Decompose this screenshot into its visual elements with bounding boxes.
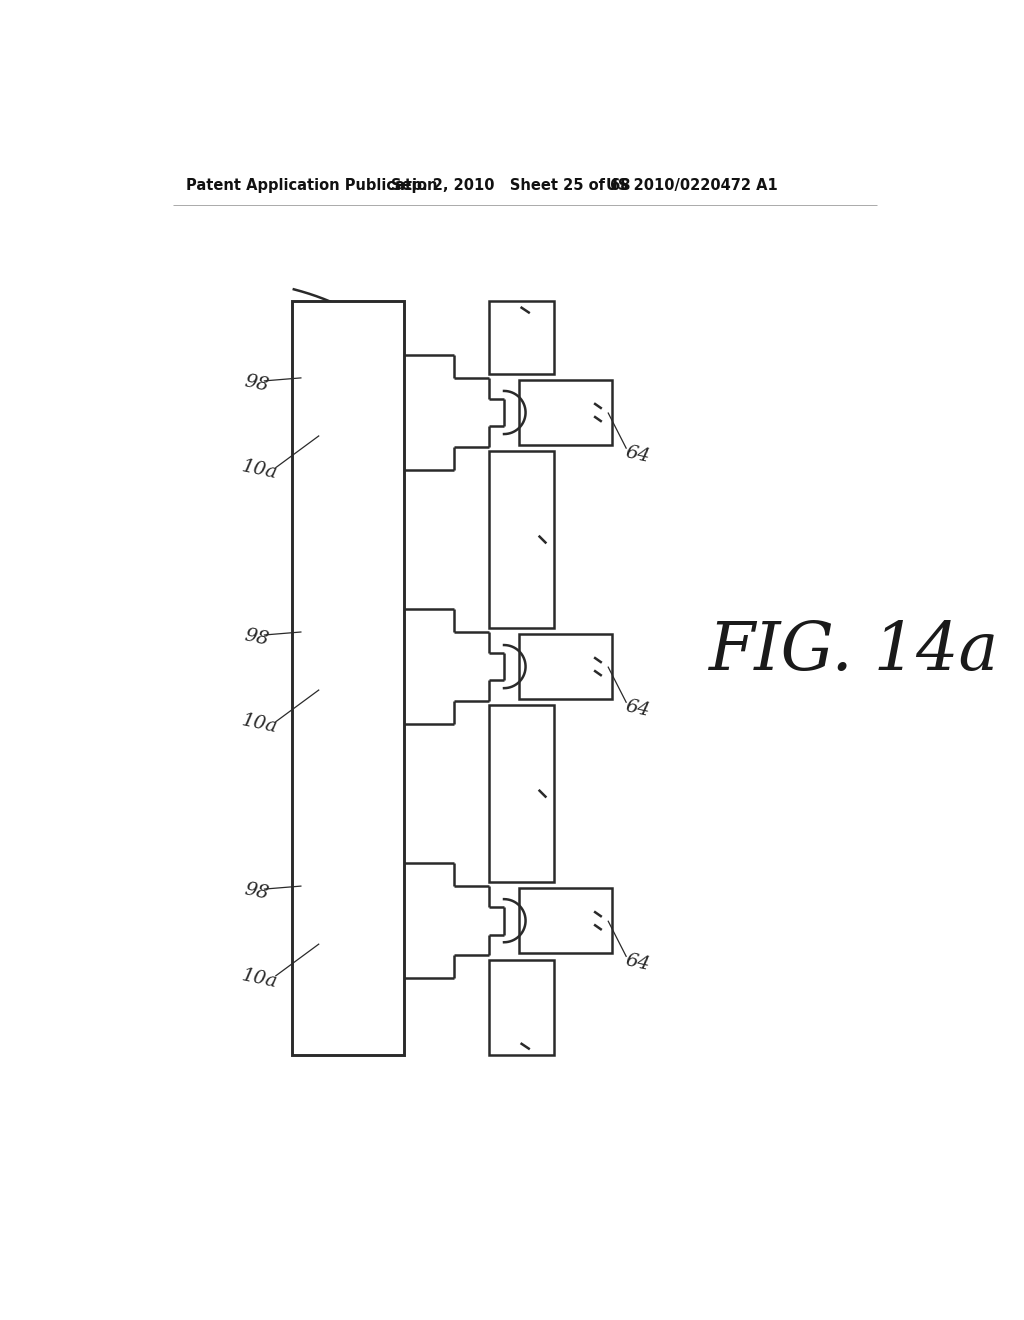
Text: Sep. 2, 2010   Sheet 25 of 68: Sep. 2, 2010 Sheet 25 of 68 — [391, 178, 631, 193]
Bar — [488, 451, 554, 628]
Bar — [488, 705, 554, 882]
Bar — [519, 634, 611, 700]
Text: 98: 98 — [243, 626, 270, 648]
Text: 98: 98 — [243, 372, 270, 395]
Text: 64: 64 — [624, 444, 651, 466]
Text: 64: 64 — [624, 697, 651, 721]
Bar — [292, 301, 403, 1056]
Text: 10a: 10a — [240, 966, 280, 991]
Text: 64: 64 — [624, 952, 651, 974]
Text: 98: 98 — [243, 880, 270, 903]
Text: 10a: 10a — [240, 458, 280, 483]
Text: Patent Application Publication: Patent Application Publication — [186, 178, 437, 193]
Text: 10a: 10a — [240, 711, 280, 737]
Bar — [519, 888, 611, 953]
Bar — [488, 960, 554, 1056]
Bar — [488, 301, 554, 374]
Text: US 2010/0220472 A1: US 2010/0220472 A1 — [606, 178, 778, 193]
Text: FIG. 14a: FIG. 14a — [708, 619, 998, 684]
Bar — [519, 380, 611, 445]
